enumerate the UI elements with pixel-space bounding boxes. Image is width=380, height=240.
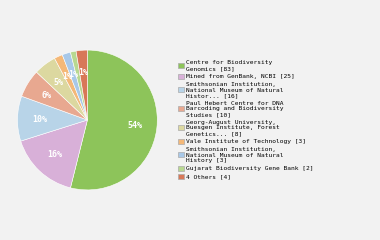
- Text: 16%: 16%: [48, 150, 62, 159]
- Wedge shape: [70, 50, 157, 190]
- Wedge shape: [22, 72, 87, 120]
- Text: 1%: 1%: [79, 68, 89, 77]
- Text: 54%: 54%: [127, 121, 142, 130]
- Legend: Centre for Biodiversity
Genomics [83], Mined from GenBank, NCBI [25], Smithsonia: Centre for Biodiversity Genomics [83], M…: [178, 60, 313, 180]
- Wedge shape: [76, 50, 87, 120]
- Wedge shape: [36, 58, 87, 120]
- Text: 10%: 10%: [32, 114, 48, 124]
- Wedge shape: [70, 51, 87, 120]
- Wedge shape: [17, 96, 87, 141]
- Wedge shape: [21, 120, 87, 188]
- Text: 6%: 6%: [42, 91, 52, 100]
- Wedge shape: [54, 55, 87, 120]
- Text: 1%: 1%: [63, 72, 73, 81]
- Text: 5%: 5%: [54, 78, 63, 87]
- Wedge shape: [62, 52, 87, 120]
- Text: 1%: 1%: [68, 70, 78, 79]
